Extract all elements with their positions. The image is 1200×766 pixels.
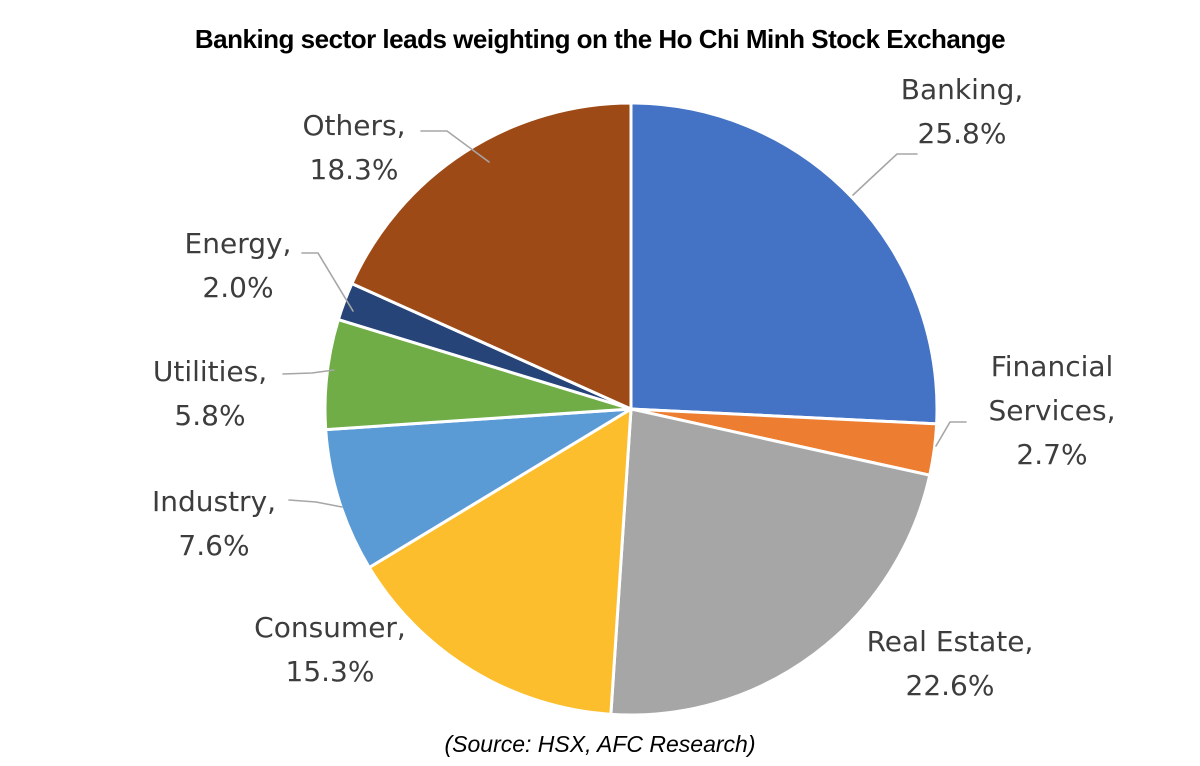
pie-slice-others	[350, 101, 633, 411]
chart-title: Banking sector leads weighting on the Ho…	[194, 24, 1006, 54]
pie-slice-banking	[629, 101, 939, 426]
leader-line-industry	[288, 499, 343, 508]
leader-line-banking	[852, 153, 918, 196]
leader-line-others	[420, 130, 490, 163]
source-note: (Source: HSX, AFC Research)	[444, 731, 756, 757]
pie-slice-real-estate	[609, 407, 932, 717]
leader-line-energy	[301, 252, 354, 312]
leader-line-financial-services	[935, 421, 967, 447]
leader-line-utilities	[282, 369, 335, 375]
pie-slice-industry	[324, 407, 633, 570]
pie-slice-consumer	[367, 407, 633, 716]
